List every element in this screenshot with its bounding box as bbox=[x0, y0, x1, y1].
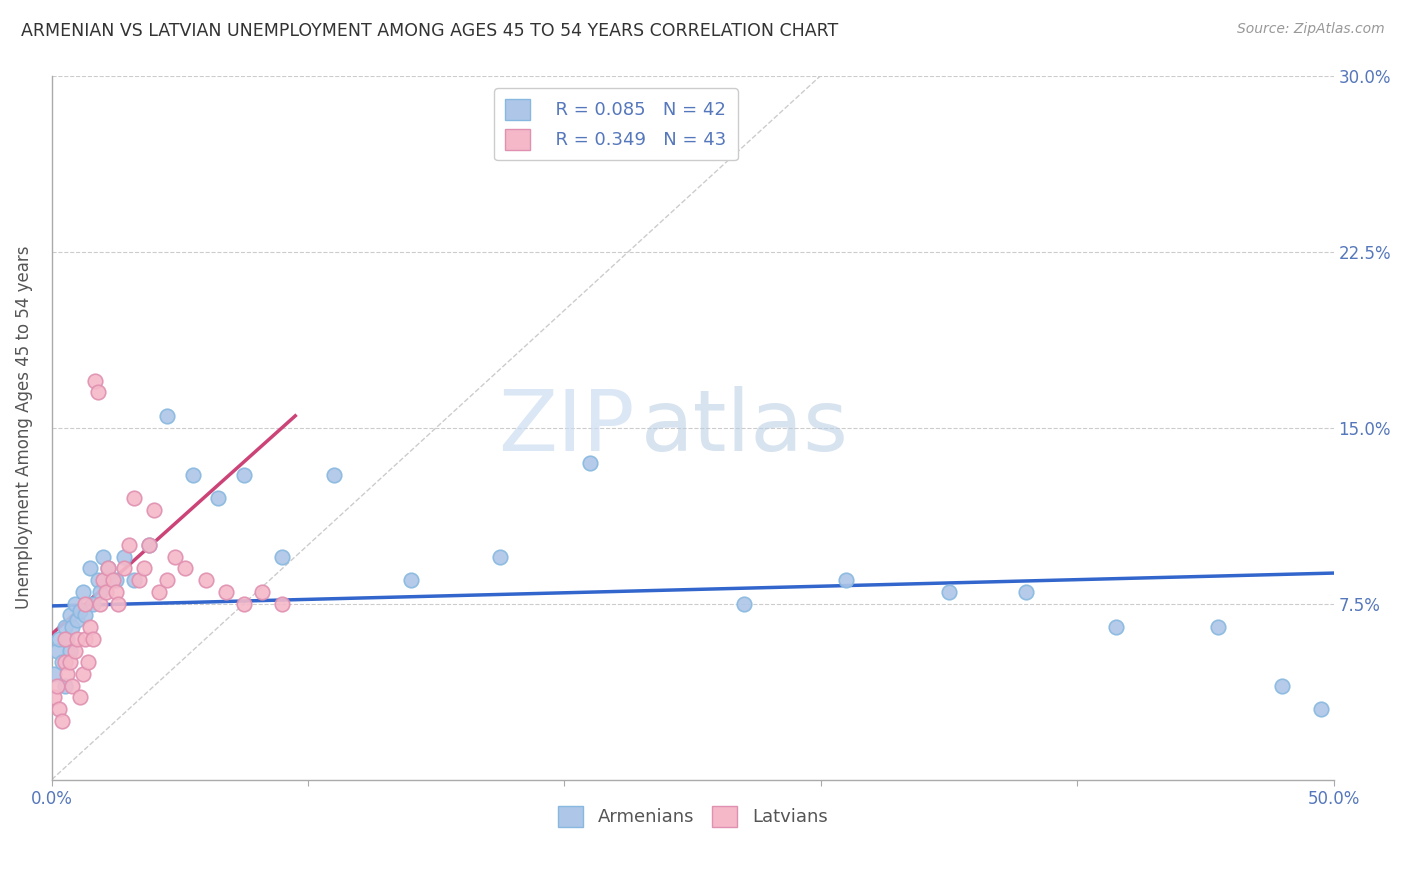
Point bbox=[59, 655, 82, 669]
Legend: Armenians, Latvians: Armenians, Latvians bbox=[551, 798, 835, 834]
Point bbox=[322, 467, 344, 482]
Point bbox=[45, 643, 67, 657]
Point bbox=[51, 655, 73, 669]
Point bbox=[163, 549, 186, 564]
Point bbox=[97, 561, 120, 575]
Point bbox=[84, 374, 107, 388]
Point bbox=[104, 573, 127, 587]
Point bbox=[579, 456, 602, 470]
Point bbox=[233, 467, 256, 482]
Point bbox=[148, 585, 170, 599]
Point bbox=[72, 585, 94, 599]
Point bbox=[271, 549, 294, 564]
Point bbox=[733, 597, 755, 611]
Point bbox=[79, 620, 101, 634]
Point bbox=[44, 667, 66, 681]
Point bbox=[103, 573, 125, 587]
Point bbox=[87, 573, 110, 587]
Point bbox=[181, 467, 204, 482]
Point bbox=[97, 561, 120, 575]
Text: Source: ZipAtlas.com: Source: ZipAtlas.com bbox=[1237, 22, 1385, 37]
Point bbox=[143, 502, 166, 516]
Point bbox=[104, 585, 127, 599]
Point bbox=[94, 585, 117, 599]
Y-axis label: Unemployment Among Ages 45 to 54 years: Unemployment Among Ages 45 to 54 years bbox=[15, 246, 32, 609]
Point bbox=[48, 702, 70, 716]
Point bbox=[489, 549, 512, 564]
Point bbox=[91, 573, 114, 587]
Point bbox=[107, 597, 129, 611]
Point bbox=[44, 690, 66, 705]
Point bbox=[91, 549, 114, 564]
Point bbox=[122, 573, 145, 587]
Point bbox=[835, 573, 858, 587]
Point bbox=[66, 613, 89, 627]
Point bbox=[75, 608, 97, 623]
Text: atlas: atlas bbox=[641, 386, 849, 469]
Text: ZIP: ZIP bbox=[499, 386, 636, 469]
Point bbox=[60, 620, 83, 634]
Point bbox=[63, 597, 86, 611]
Point bbox=[69, 690, 91, 705]
Point bbox=[174, 561, 197, 575]
Point bbox=[156, 409, 179, 423]
Point bbox=[66, 632, 89, 646]
Point bbox=[53, 679, 76, 693]
Point bbox=[75, 597, 97, 611]
Point bbox=[53, 655, 76, 669]
Point bbox=[138, 538, 160, 552]
Point bbox=[1271, 679, 1294, 693]
Point bbox=[112, 549, 135, 564]
Point bbox=[75, 632, 97, 646]
Point bbox=[48, 632, 70, 646]
Point bbox=[45, 679, 67, 693]
Point bbox=[207, 491, 229, 505]
Point bbox=[53, 632, 76, 646]
Point bbox=[82, 597, 104, 611]
Point bbox=[1309, 702, 1331, 716]
Point bbox=[51, 714, 73, 728]
Point bbox=[118, 538, 141, 552]
Point bbox=[53, 620, 76, 634]
Point bbox=[194, 573, 217, 587]
Point bbox=[1206, 620, 1229, 634]
Point bbox=[76, 655, 98, 669]
Point bbox=[82, 632, 104, 646]
Point bbox=[938, 585, 960, 599]
Point bbox=[59, 608, 82, 623]
Point bbox=[156, 573, 179, 587]
Point bbox=[87, 385, 110, 400]
Point bbox=[271, 597, 294, 611]
Point bbox=[122, 491, 145, 505]
Point bbox=[112, 561, 135, 575]
Point bbox=[250, 585, 273, 599]
Point bbox=[72, 667, 94, 681]
Point bbox=[1104, 620, 1126, 634]
Point bbox=[89, 597, 111, 611]
Point bbox=[138, 538, 160, 552]
Point bbox=[399, 573, 422, 587]
Point bbox=[128, 573, 150, 587]
Point bbox=[132, 561, 155, 575]
Point bbox=[1015, 585, 1038, 599]
Point bbox=[79, 561, 101, 575]
Point bbox=[63, 643, 86, 657]
Point bbox=[60, 679, 83, 693]
Point bbox=[69, 604, 91, 618]
Point bbox=[233, 597, 256, 611]
Point bbox=[56, 667, 79, 681]
Text: ARMENIAN VS LATVIAN UNEMPLOYMENT AMONG AGES 45 TO 54 YEARS CORRELATION CHART: ARMENIAN VS LATVIAN UNEMPLOYMENT AMONG A… bbox=[21, 22, 838, 40]
Point bbox=[56, 632, 79, 646]
Point bbox=[89, 585, 111, 599]
Point bbox=[215, 585, 238, 599]
Point bbox=[59, 643, 82, 657]
